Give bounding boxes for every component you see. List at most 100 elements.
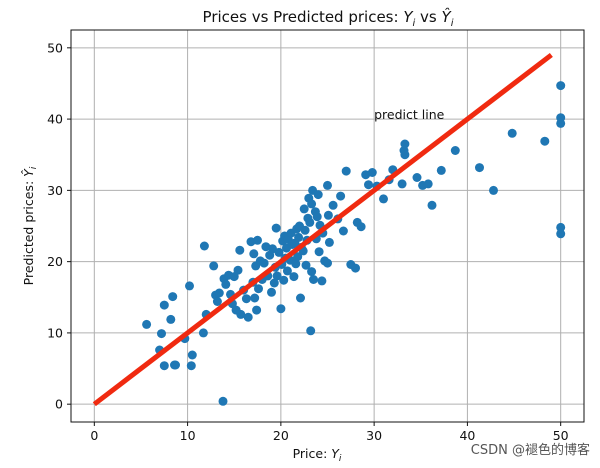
x-tick-label: 10 <box>180 428 196 443</box>
plot-frame <box>70 29 585 423</box>
data-point <box>187 350 197 360</box>
data-point <box>252 305 262 315</box>
data-point <box>296 293 305 303</box>
data-point <box>274 247 284 257</box>
predict-line <box>92 52 553 407</box>
data-point <box>436 165 446 175</box>
x-axis-label: Price: Yi <box>293 446 342 464</box>
data-point <box>159 300 169 310</box>
data-point <box>314 247 324 257</box>
data-point <box>305 217 315 227</box>
data-point <box>338 226 348 236</box>
y-axis-ticks: 0 10 20 30 40 50 <box>47 40 71 412</box>
data-point <box>269 278 279 288</box>
data-point <box>507 128 517 138</box>
data-point <box>475 163 484 173</box>
data-point <box>323 258 332 268</box>
x-tick-label: 40 <box>459 428 475 443</box>
y-tick-label: 0 <box>55 397 63 412</box>
data-point <box>307 267 317 277</box>
data-point <box>341 166 351 176</box>
data-point <box>235 245 245 255</box>
y-tick-label: 50 <box>47 40 63 55</box>
data-point <box>289 272 299 282</box>
data-point <box>214 288 224 298</box>
data-point <box>249 249 259 259</box>
data-point <box>236 309 246 319</box>
data-point <box>157 329 166 339</box>
data-point <box>423 179 433 189</box>
data-point <box>186 361 196 371</box>
y-axis-label: Predicted prices: Ŷi <box>21 166 39 285</box>
data-point <box>307 199 317 209</box>
scatter-points <box>142 81 566 406</box>
data-point <box>185 281 194 291</box>
data-point <box>218 396 228 406</box>
y-tick-label: 20 <box>47 254 63 269</box>
data-point <box>250 293 260 303</box>
data-point <box>450 146 460 155</box>
data-point <box>243 312 253 322</box>
data-point <box>300 225 310 235</box>
data-point <box>271 223 281 233</box>
data-point <box>540 136 550 146</box>
data-point <box>279 275 289 285</box>
x-tick-label: 50 <box>553 428 569 443</box>
chart-title: Prices vs Predicted prices: Yi vs Ŷi <box>203 7 454 29</box>
data-point <box>324 237 334 247</box>
data-point <box>276 304 286 314</box>
data-point <box>317 276 327 286</box>
data-point <box>199 241 209 251</box>
predict-line-annotation: predict line <box>374 107 445 122</box>
data-point <box>254 284 263 294</box>
data-point <box>351 263 360 273</box>
data-point <box>412 173 422 182</box>
y-tick-label: 40 <box>47 112 63 127</box>
data-point <box>212 297 222 306</box>
data-point <box>299 204 309 214</box>
data-point <box>556 229 566 239</box>
data-point <box>272 271 282 281</box>
data-point <box>427 200 437 210</box>
data-point <box>379 194 388 204</box>
data-point <box>556 81 566 91</box>
data-point <box>323 180 332 190</box>
x-tick-label: 0 <box>90 428 98 443</box>
x-axis-ticks: 0 10 20 30 40 50 <box>90 422 569 443</box>
data-point <box>489 185 498 195</box>
data-point <box>159 361 169 371</box>
data-point <box>221 279 231 289</box>
data-point <box>364 180 373 190</box>
data-point <box>397 179 407 189</box>
data-point <box>233 265 243 275</box>
data-point <box>241 294 251 304</box>
watermark: CSDN @褪色的博客 <box>471 442 590 458</box>
data-point <box>323 210 333 220</box>
data-point <box>556 118 566 128</box>
data-point <box>313 190 323 200</box>
data-point <box>400 150 410 160</box>
data-point <box>198 328 208 338</box>
y-tick-label: 10 <box>47 325 63 340</box>
data-point <box>306 326 316 336</box>
data-point <box>209 261 219 271</box>
x-tick-label: 30 <box>366 428 382 443</box>
data-point <box>282 266 292 276</box>
data-point <box>328 200 338 210</box>
data-point <box>171 360 180 370</box>
x-tick-label: 20 <box>273 428 289 443</box>
data-point <box>312 212 322 222</box>
data-point <box>291 259 301 269</box>
data-point <box>400 139 410 149</box>
data-point <box>309 275 318 284</box>
data-point <box>168 292 178 302</box>
y-tick-label: 30 <box>47 183 63 198</box>
data-point <box>356 222 366 232</box>
data-point <box>253 235 262 245</box>
data-point <box>259 258 269 268</box>
data-point <box>336 191 346 201</box>
data-point <box>293 252 303 262</box>
data-point <box>166 314 176 324</box>
data-point <box>301 260 311 270</box>
